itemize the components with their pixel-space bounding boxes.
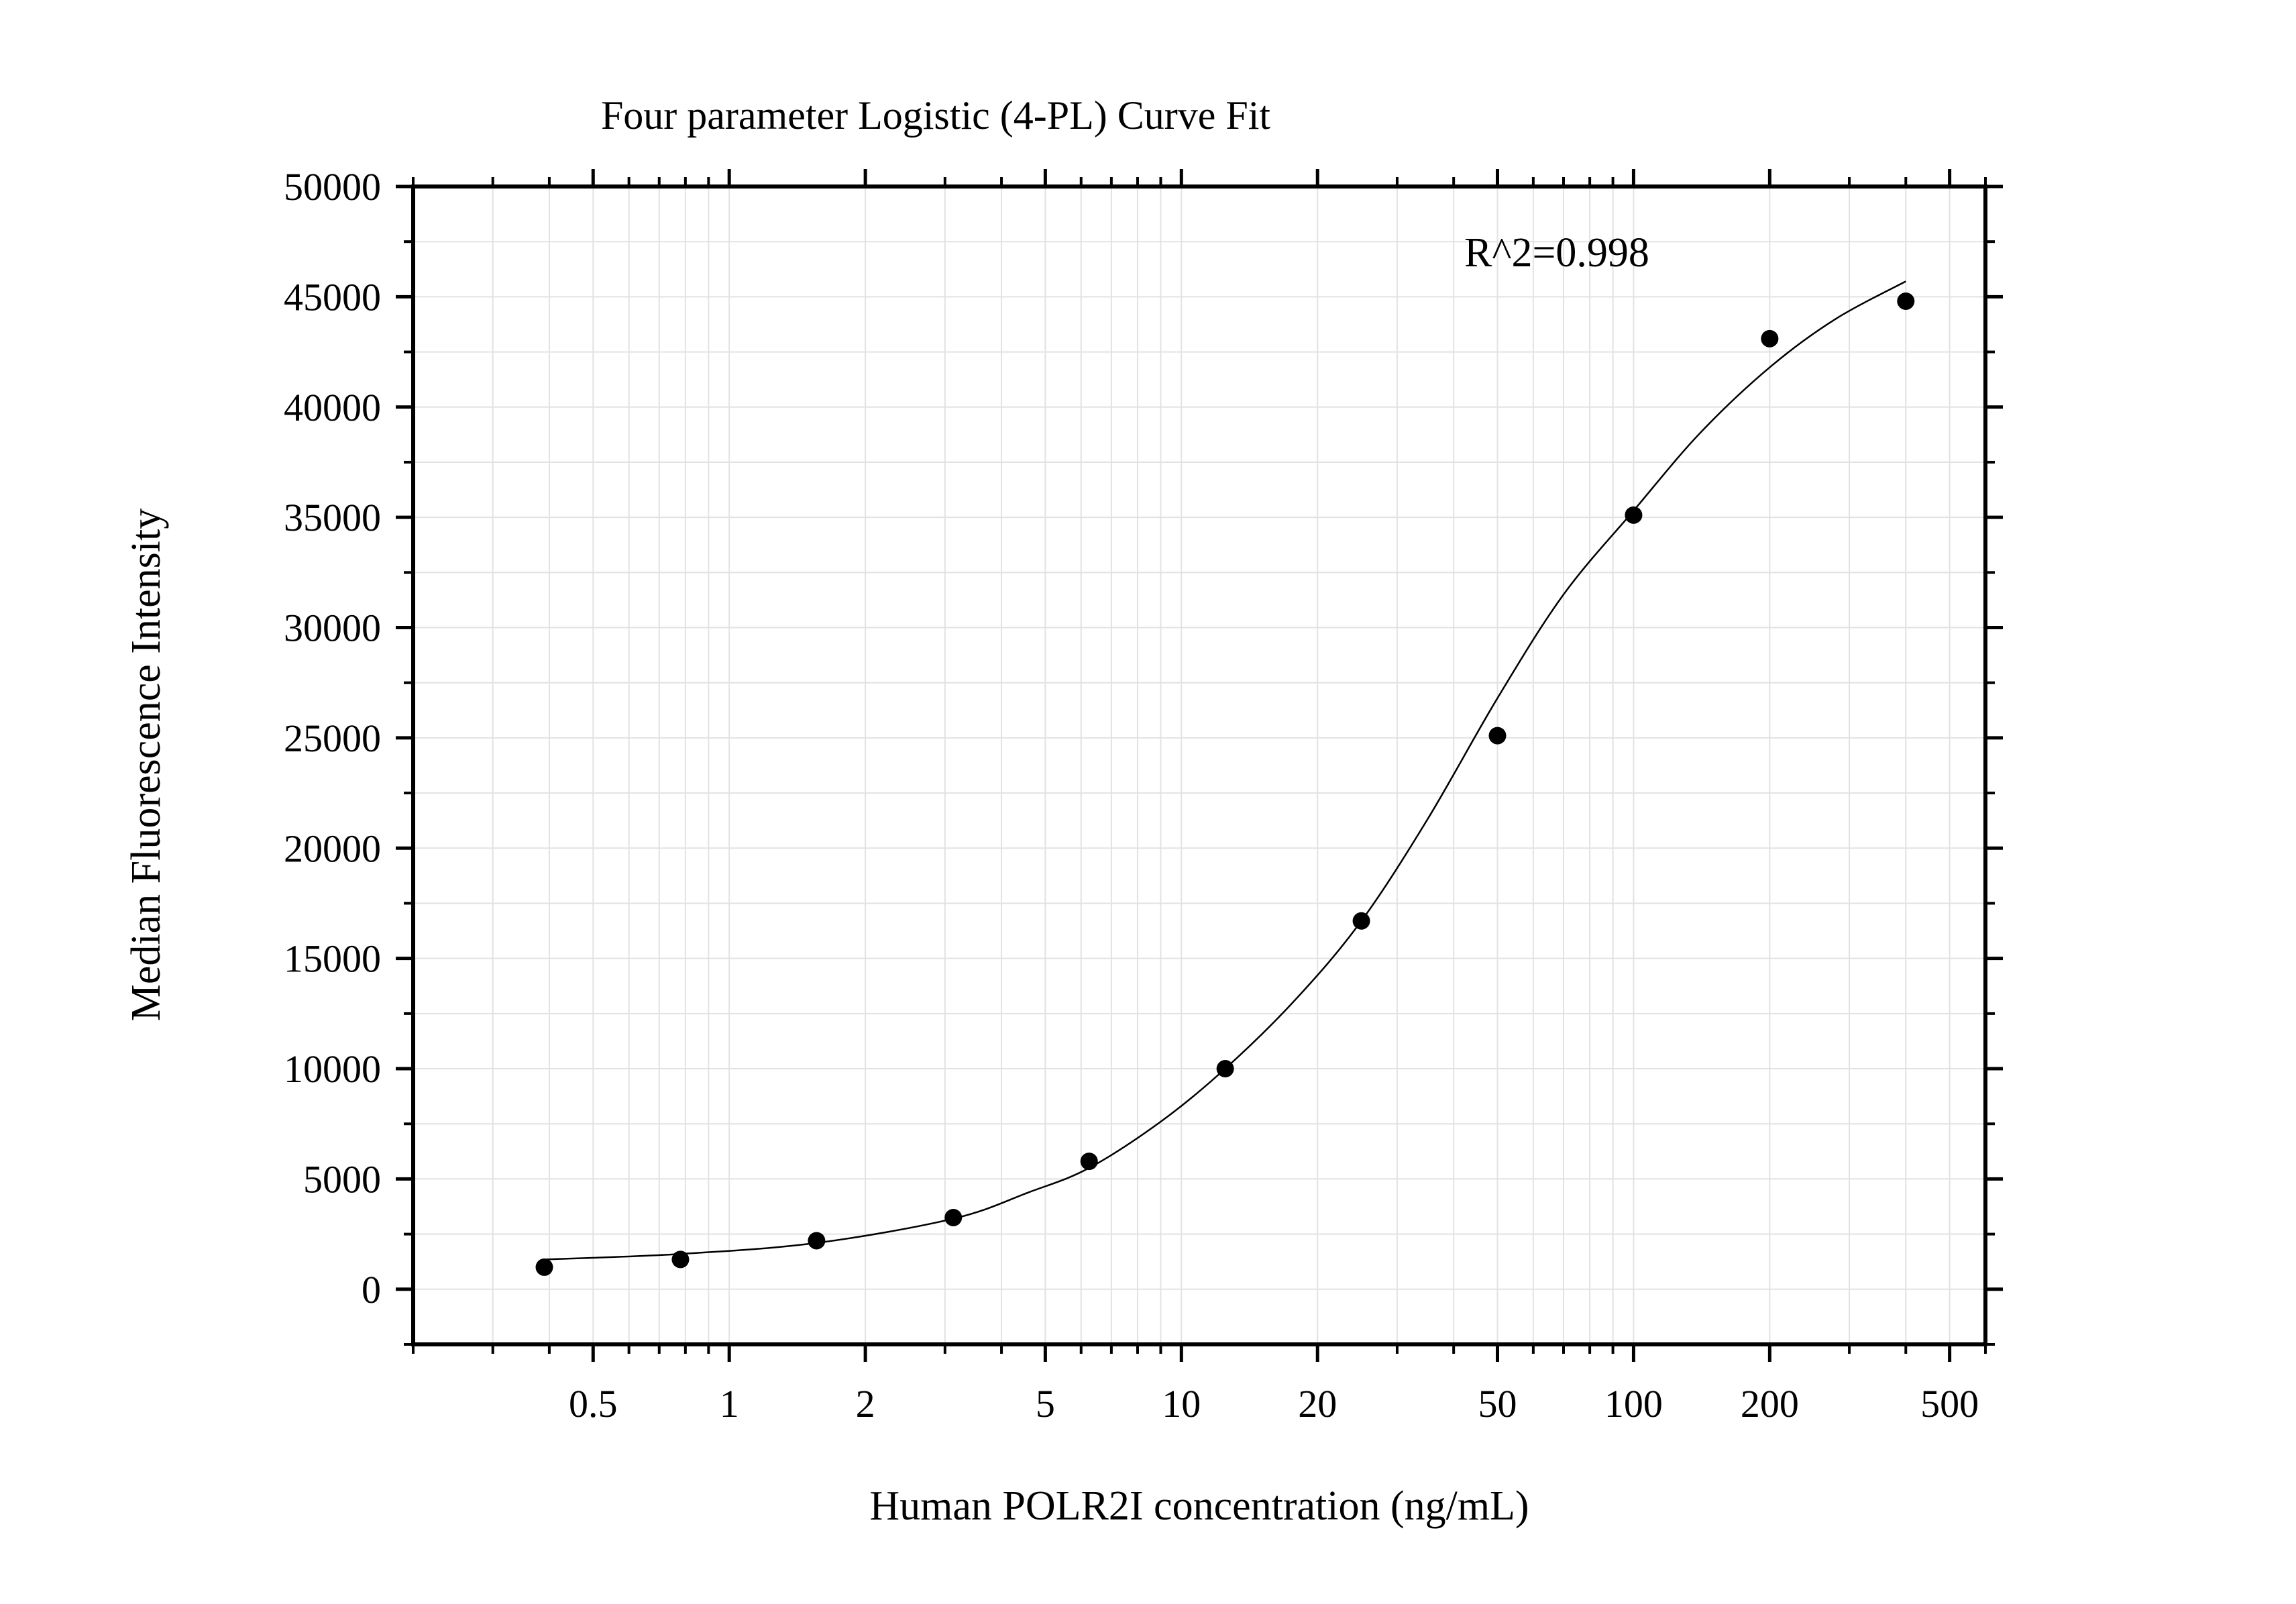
data-point — [1897, 292, 1915, 310]
data-point — [808, 1232, 826, 1250]
x-tick-label: 200 — [1741, 1382, 1799, 1426]
x-tick-label: 20 — [1298, 1382, 1337, 1426]
axis-ticks — [396, 169, 2003, 1362]
y-tick-label: 50000 — [284, 165, 381, 209]
data-point — [1080, 1153, 1098, 1171]
x-tick-label: 10 — [1162, 1382, 1201, 1426]
x-tick-label: 50 — [1478, 1382, 1517, 1426]
x-tick-label: 5 — [1036, 1382, 1055, 1426]
x-tick-label: 2 — [856, 1382, 875, 1426]
x-tick-label: 500 — [1920, 1382, 1979, 1426]
y-tick-label: 25000 — [284, 716, 381, 760]
y-tick-label: 10000 — [284, 1047, 381, 1091]
data-point — [1216, 1060, 1234, 1078]
x-axis-label: Human POLR2I concentration (ng/mL) — [869, 1483, 1529, 1529]
y-tick-label: 35000 — [284, 496, 381, 539]
tick-labels: 0.5 1 2 5 10 20 50 100 200 5000500010000150002000… — [284, 165, 1979, 1426]
data-point — [1488, 727, 1507, 745]
x-tick-label: 100 — [1604, 1382, 1663, 1426]
y-tick-label: 15000 — [284, 937, 381, 981]
y-axis-label: Median Fluorescence Intensity — [123, 509, 169, 1021]
data-point — [1352, 912, 1370, 930]
y-tick-label: 30000 — [284, 606, 381, 650]
y-tick-label: 45000 — [284, 275, 381, 319]
data-point — [535, 1258, 553, 1276]
y-tick-label: 40000 — [284, 386, 381, 429]
data-point — [944, 1208, 963, 1226]
y-tick-label: 20000 — [284, 826, 381, 870]
x-tick-label: 1 — [720, 1382, 739, 1426]
y-tick-label: 5000 — [303, 1157, 381, 1201]
plot-frame — [411, 184, 1987, 1346]
y-tick-label: 0 — [362, 1268, 381, 1312]
r-squared-annotation: R^2=0.998 — [1464, 230, 1649, 276]
fit-curve — [544, 280, 1906, 1261]
chart-title: Four parameter Logistic (4-PL) Curve Fit — [601, 93, 1270, 138]
data-points — [535, 292, 1915, 1276]
data-point — [671, 1250, 690, 1269]
x-tick-label: 0.5 — [569, 1382, 618, 1426]
data-point — [1761, 329, 1779, 347]
grid-lines — [413, 186, 1986, 1344]
data-point — [1625, 506, 1643, 524]
